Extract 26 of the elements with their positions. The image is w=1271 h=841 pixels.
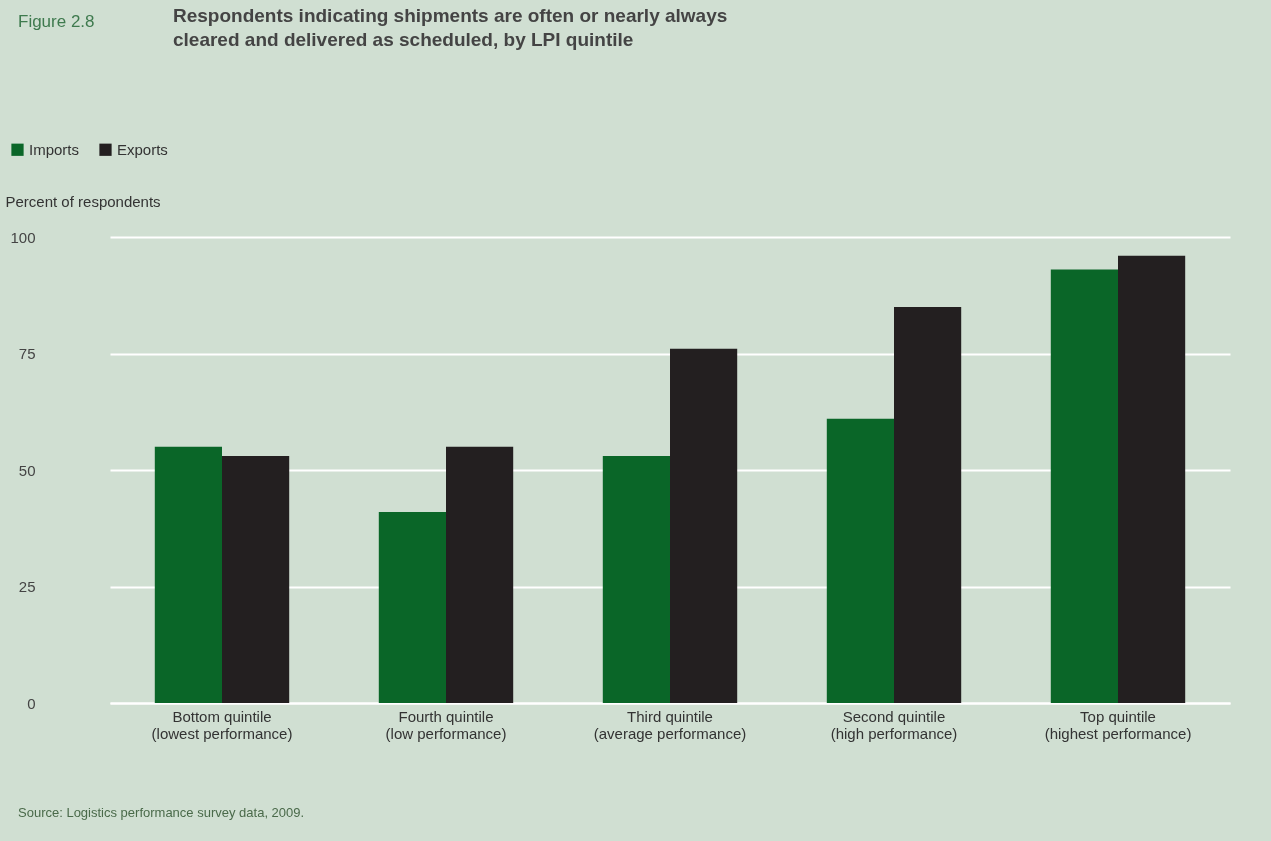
y-tick-label: 25 [18,578,36,595]
y-tick-label: 50 [18,461,36,479]
x-tick-label: Second quintile (high performance) [830,707,958,742]
x-tick-label: Third quintile (average performance) [593,707,747,742]
bar [378,511,446,703]
bar [670,348,738,703]
bar [154,446,222,703]
y-tick-label: 75 [18,345,36,362]
chart-title: Respondents indicating shipments are often or nearly always cleared and delivered as scheduled, by LPI quintile [173,5,728,50]
bar [446,446,514,703]
bar [826,418,894,703]
legend-label: Imports [29,140,80,158]
x-tick-label: Fourth quintile (low performance) [385,707,507,742]
y-tick-label: 0 [27,694,36,712]
caption: Figure 2.8 [18,12,95,31]
bar [222,456,290,703]
y-axis-title: Percent of respondents [5,192,161,210]
x-tick-label: Bottom quintile (lowest performance) [151,707,293,742]
bar [1118,255,1186,703]
bar [602,456,670,703]
bar [1050,269,1118,703]
legend-label: Exports [117,140,168,158]
bar [894,306,962,703]
y-tick-label: 100 [10,228,36,246]
x-tick-label: Top quintile (highest performance) [1044,707,1192,742]
source-note: Source: Logistics performance survey data, 2009. [18,805,305,820]
